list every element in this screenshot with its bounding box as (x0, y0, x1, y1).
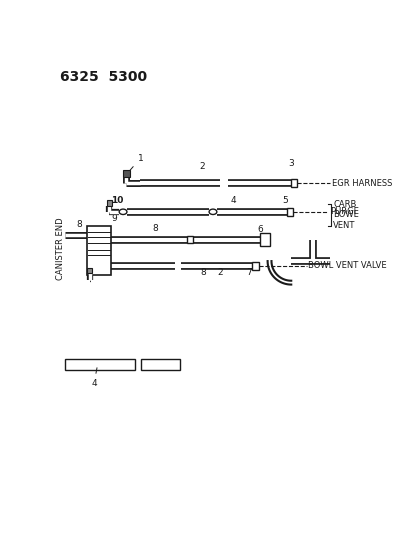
Bar (260, 233, 270, 246)
Text: CANISTER END: CANISTER END (56, 217, 65, 280)
Text: 1: 1 (127, 154, 144, 174)
Bar (287, 208, 293, 216)
Text: 4: 4 (91, 368, 97, 388)
Text: 7: 7 (246, 268, 252, 277)
Text: BOWL VENT VALVE: BOWL VENT VALVE (308, 261, 387, 270)
Text: EGR HARNESS: EGR HARNESS (332, 179, 392, 188)
Text: CARB
BOWL
VENT: CARB BOWL VENT (333, 200, 358, 230)
Ellipse shape (209, 209, 217, 214)
Bar (186, 236, 193, 244)
Text: 5: 5 (282, 196, 288, 205)
Bar (86, 227, 111, 275)
Text: 6: 6 (257, 225, 263, 234)
Bar (65, 359, 135, 370)
Text: 3: 3 (288, 159, 294, 168)
PathPatch shape (268, 261, 291, 285)
Bar (107, 200, 112, 206)
Text: 8: 8 (76, 220, 82, 229)
Bar (86, 268, 92, 273)
Text: 10: 10 (111, 196, 123, 205)
Text: PURGE: PURGE (330, 207, 359, 216)
Bar (253, 262, 259, 270)
Text: 2: 2 (200, 161, 205, 171)
Text: 8: 8 (201, 268, 206, 277)
Text: 2: 2 (217, 268, 223, 277)
Bar (291, 180, 297, 187)
Text: 4: 4 (230, 196, 236, 205)
Text: 9: 9 (112, 214, 118, 223)
Bar (141, 359, 180, 370)
Bar (123, 170, 130, 177)
Text: 6325  5300: 6325 5300 (60, 70, 147, 84)
Text: 8: 8 (153, 224, 158, 233)
Ellipse shape (119, 209, 127, 214)
